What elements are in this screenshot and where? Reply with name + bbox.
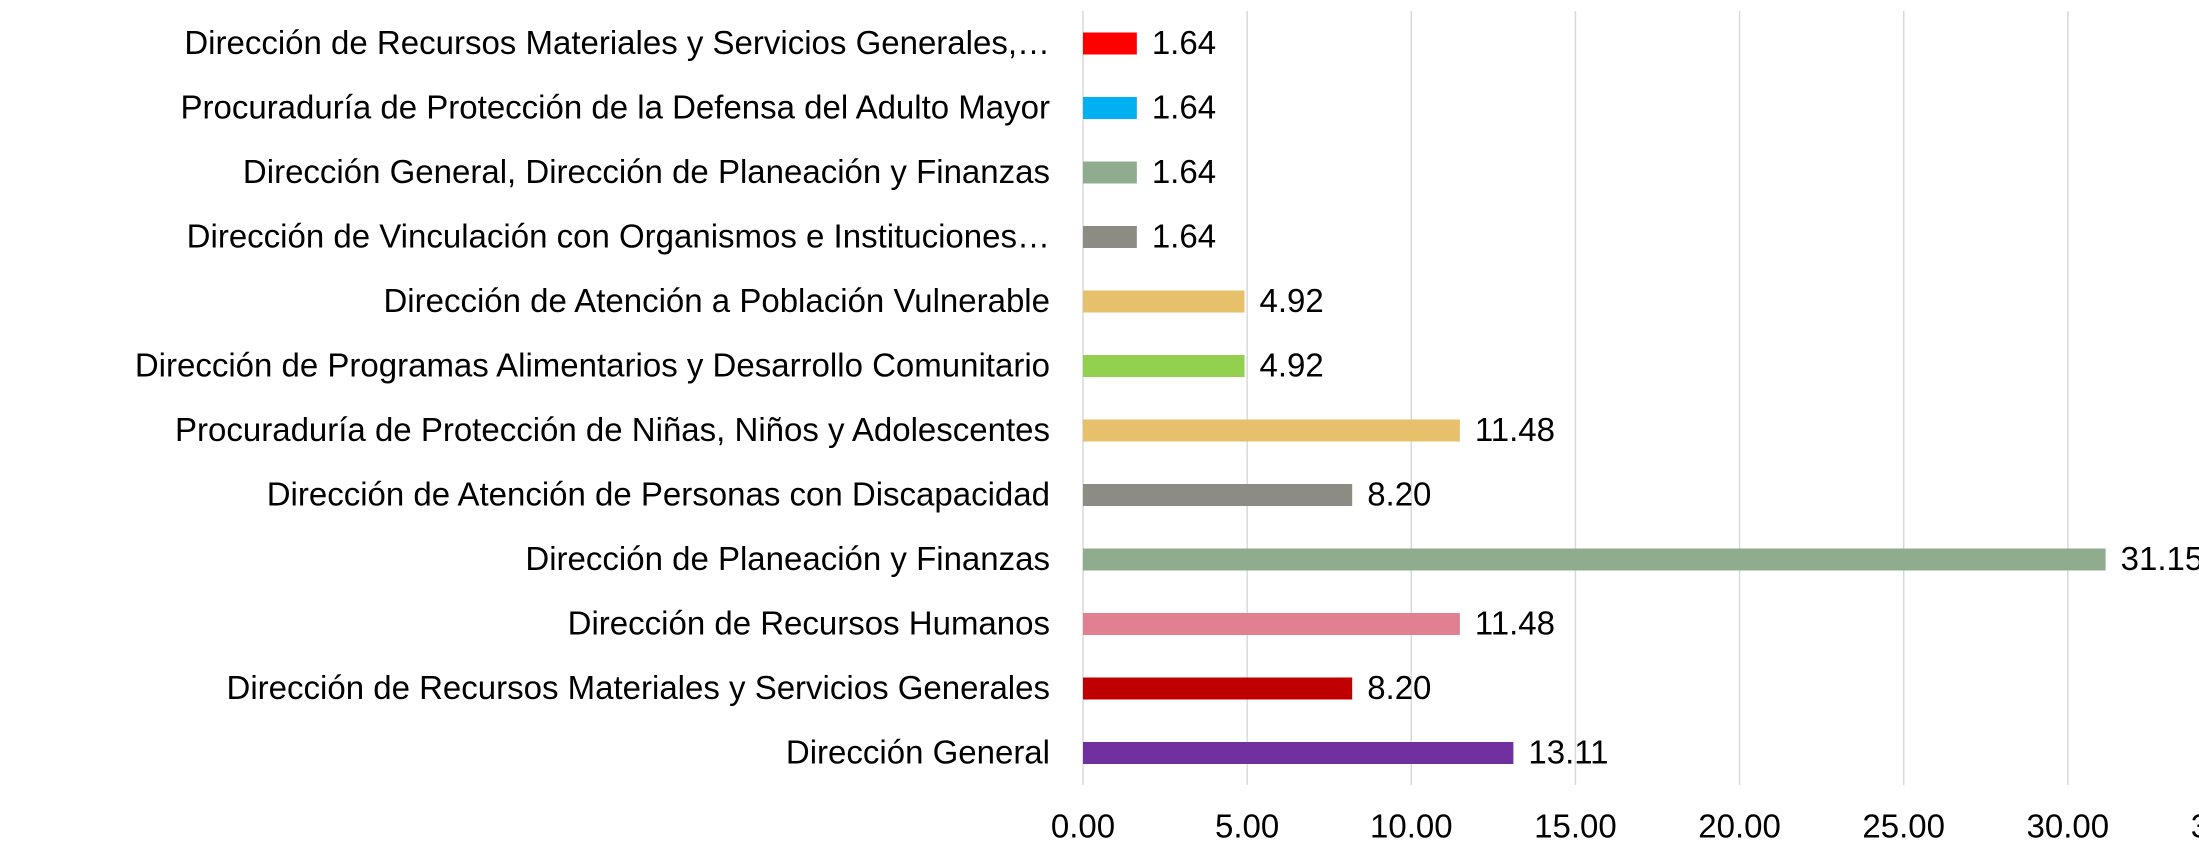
x-tick-label: 20.00 [1698, 808, 1781, 845]
category-label: Dirección General, Dirección de Planeaci… [243, 153, 1050, 190]
category-label: Dirección General [786, 734, 1050, 771]
category-label: Dirección de Vinculación con Organismos … [187, 218, 1050, 255]
x-tick-label: 25.00 [1862, 808, 1945, 845]
value-label: 4.92 [1260, 282, 1324, 319]
bar [1083, 161, 1137, 184]
value-label: 1.64 [1152, 89, 1216, 126]
value-label: 31.15 [2121, 540, 2199, 577]
value-label: 11.48 [1475, 411, 1555, 448]
x-tick-label: 30.00 [2027, 808, 2110, 845]
bar [1083, 677, 1353, 700]
x-tick-label: 5.00 [1215, 808, 1279, 845]
value-label: 1.64 [1152, 24, 1216, 61]
value-label: 8.20 [1367, 669, 1431, 706]
bar [1083, 613, 1460, 635]
x-tick-label: 15.00 [1534, 808, 1617, 845]
x-tick-label: 35.00 [2191, 808, 2199, 845]
category-label: Procuraduría de Protección de Niñas, Niñ… [175, 411, 1050, 448]
bar [1083, 290, 1245, 313]
bar [1083, 484, 1353, 506]
bar [1083, 355, 1245, 377]
value-label: 13.11 [1528, 734, 1608, 771]
category-label: Dirección de Planeación y Finanzas [525, 540, 1050, 577]
bar [1083, 97, 1137, 119]
value-label: 1.64 [1152, 218, 1216, 255]
value-label: 1.64 [1152, 153, 1216, 190]
category-label: Dirección de Recursos Humanos [568, 605, 1050, 642]
bar [1083, 32, 1137, 55]
category-label: Dirección de Programas Alimentarios y De… [135, 347, 1050, 384]
category-label: Dirección de Recursos Materiales y Servi… [227, 669, 1051, 706]
category-label: Dirección de Recursos Materiales y Servi… [184, 24, 1050, 61]
bar [1083, 548, 2106, 571]
category-label: Dirección de Atención de Personas con Di… [267, 476, 1050, 513]
value-label: 11.48 [1475, 605, 1555, 642]
x-tick-label: 0.00 [1051, 808, 1115, 845]
x-tick-label: 10.00 [1370, 808, 1453, 845]
bar [1083, 742, 1514, 764]
value-label: 8.20 [1367, 476, 1431, 513]
category-label: Dirección de Atención a Población Vulner… [383, 282, 1050, 319]
value-label: 4.92 [1260, 347, 1324, 384]
bar [1083, 419, 1460, 442]
bar [1083, 226, 1137, 248]
category-label: Procuraduría de Protección de la Defensa… [180, 89, 1050, 126]
